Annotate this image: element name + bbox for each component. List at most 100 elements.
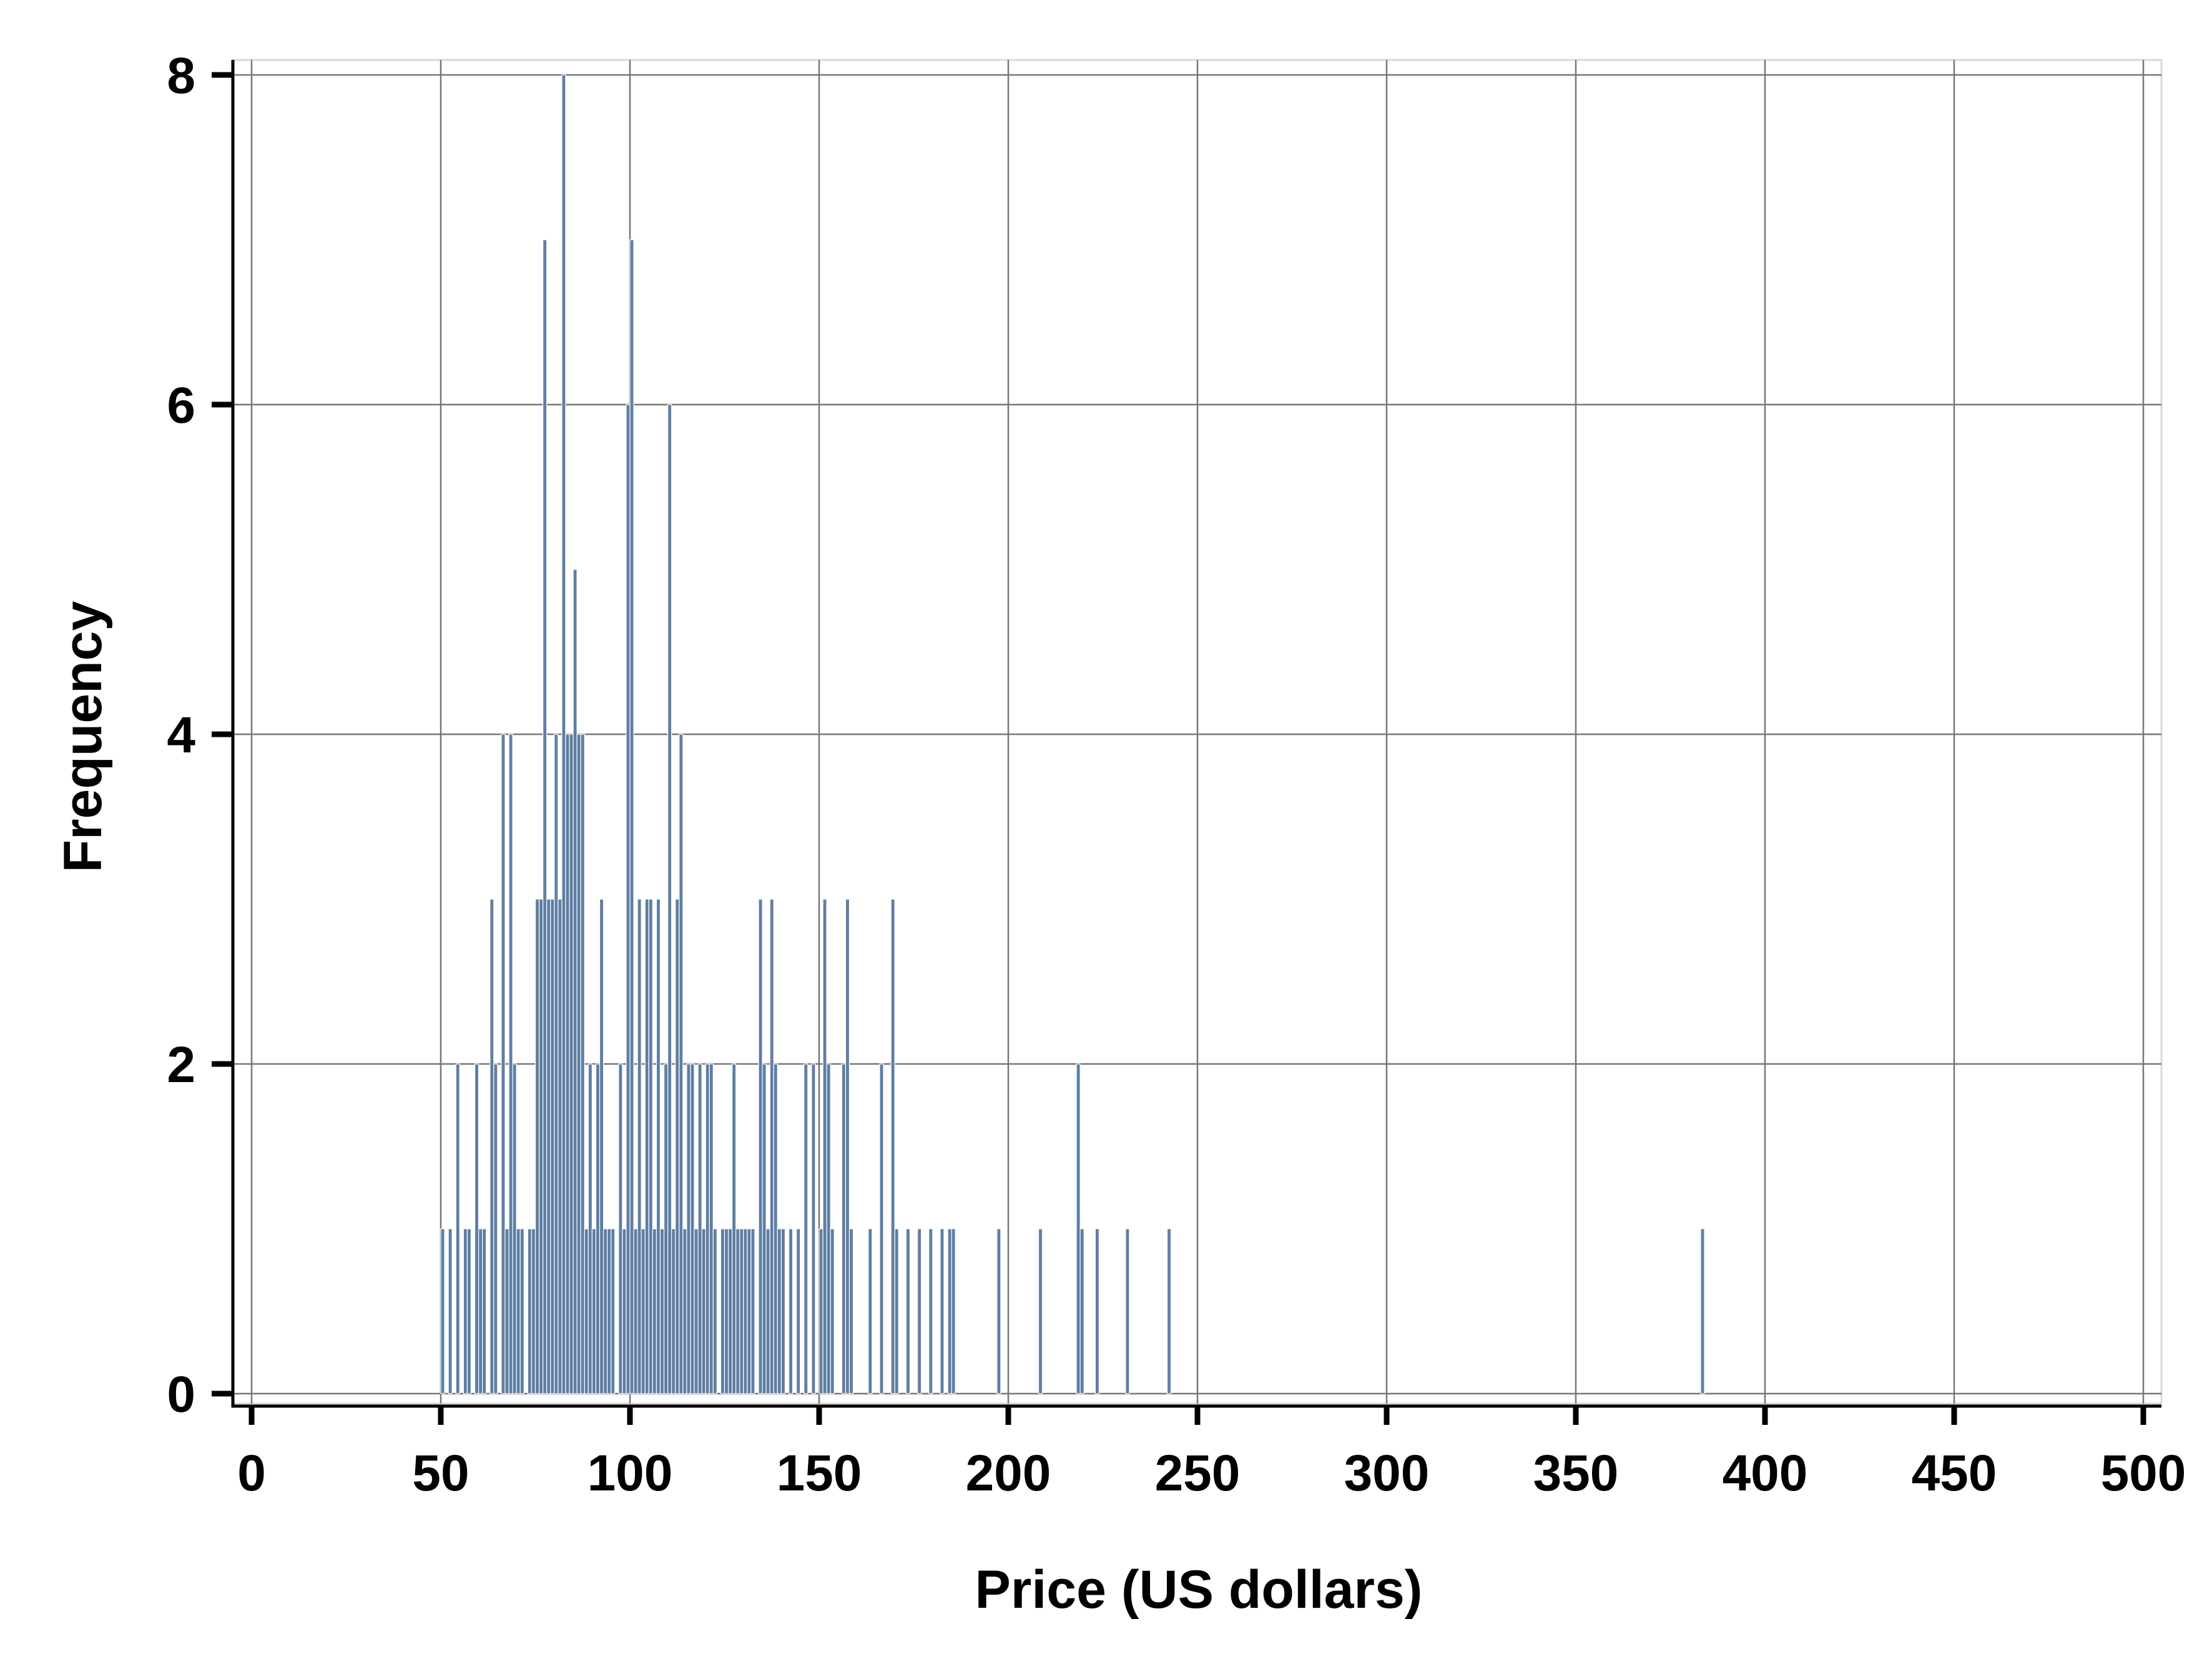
bar-163 — [868, 1228, 873, 1394]
y-axis-title: Frequency — [53, 601, 113, 872]
bar-152 — [826, 1063, 831, 1394]
bar-73 — [527, 1228, 533, 1394]
bar-137 — [769, 898, 774, 1394]
bar-89 — [587, 1063, 593, 1394]
bar-179 — [928, 1228, 933, 1394]
bar-119 — [701, 1228, 706, 1394]
bar-82 — [561, 74, 566, 1394]
bar-52 — [448, 1228, 453, 1394]
bar-156 — [841, 1063, 847, 1394]
y-tick-label-3: 6 — [167, 377, 195, 434]
bar-131 — [747, 1228, 752, 1394]
bar-92 — [599, 898, 604, 1394]
bar-142 — [788, 1228, 794, 1394]
bar-81 — [558, 898, 563, 1394]
bar-69 — [512, 1063, 517, 1394]
bar-99 — [626, 404, 631, 1394]
bar-383 — [1700, 1228, 1705, 1394]
bar-158 — [848, 1228, 854, 1394]
bar-66 — [501, 734, 506, 1394]
bar-98 — [622, 1228, 627, 1394]
bar-120 — [705, 1063, 710, 1394]
bar-148 — [811, 1063, 816, 1394]
bar-54 — [455, 1063, 460, 1394]
y-tick-label-1: 2 — [167, 1036, 195, 1093]
x-tick-label-3: 150 — [777, 1445, 862, 1502]
bar-93 — [602, 1228, 608, 1394]
bar-101 — [633, 1228, 638, 1394]
bar-97 — [618, 1063, 623, 1394]
x-tick-label-0: 0 — [237, 1445, 266, 1502]
bar-113 — [679, 734, 684, 1394]
bar-108 — [659, 1228, 665, 1394]
bar-110 — [667, 404, 672, 1394]
bar-112 — [675, 898, 680, 1394]
bar-90 — [591, 1228, 597, 1394]
bar-85 — [573, 569, 578, 1394]
bar-223 — [1094, 1228, 1100, 1394]
bar-70 — [516, 1228, 521, 1394]
bar-56 — [463, 1228, 468, 1394]
bar-64 — [493, 1063, 498, 1394]
bar-102 — [637, 898, 642, 1394]
bar-144 — [796, 1228, 801, 1394]
bar-122 — [712, 1228, 717, 1394]
x-tick-label-6: 300 — [1344, 1445, 1430, 1502]
bar-57 — [466, 1228, 472, 1394]
bar-60 — [478, 1228, 483, 1394]
bar-75 — [534, 898, 540, 1394]
bar-231 — [1125, 1228, 1130, 1394]
bar-94 — [607, 1228, 612, 1394]
x-axis-ticks: 0 50 100 150 200 250 300 350 400 450 500 — [237, 1406, 2186, 1502]
y-tick-label-2: 4 — [167, 707, 195, 764]
bar-197 — [996, 1228, 1001, 1394]
bar-140 — [780, 1228, 786, 1394]
bar-109 — [663, 1063, 669, 1394]
bar-95 — [611, 1228, 616, 1394]
bar-146 — [804, 1063, 809, 1394]
bar-138 — [773, 1063, 778, 1394]
x-tick-label-8: 400 — [1723, 1445, 1808, 1502]
bar-84 — [569, 734, 574, 1394]
histogram-bars — [440, 74, 1705, 1394]
bar-219 — [1079, 1228, 1084, 1394]
bar-87 — [580, 734, 585, 1394]
bar-166 — [879, 1063, 884, 1394]
x-tick-label-10: 500 — [2101, 1445, 2186, 1502]
bar-111 — [671, 1228, 676, 1394]
bar-78 — [546, 898, 551, 1394]
bar-127 — [732, 1063, 737, 1394]
bar-218 — [1076, 1063, 1081, 1394]
bar-134 — [758, 898, 763, 1394]
bar-59 — [474, 1063, 479, 1394]
bar-61 — [482, 1228, 487, 1394]
bar-114 — [682, 1228, 687, 1394]
bar-139 — [777, 1228, 782, 1394]
bar-129 — [739, 1228, 744, 1394]
bar-77 — [543, 239, 548, 1394]
x-tick-label-1: 50 — [412, 1445, 469, 1502]
x-tick-label-2: 100 — [587, 1445, 673, 1502]
x-tick-label-4: 200 — [966, 1445, 1051, 1502]
bar-50 — [440, 1228, 445, 1394]
y-tick-label-0: 0 — [167, 1366, 195, 1423]
bar-76 — [538, 898, 544, 1394]
bar-184 — [947, 1228, 952, 1394]
bar-242 — [1166, 1228, 1172, 1394]
bar-104 — [644, 898, 649, 1394]
bar-173 — [905, 1228, 911, 1394]
bar-80 — [554, 734, 559, 1394]
y-tick-label-4: 8 — [167, 47, 195, 104]
bar-105 — [648, 898, 653, 1394]
bar-132 — [750, 1228, 755, 1394]
x-tick-label-9: 450 — [1912, 1445, 1997, 1502]
bar-68 — [508, 734, 513, 1394]
bar-103 — [641, 1228, 646, 1394]
x-tick-label-7: 350 — [1533, 1445, 1619, 1502]
bar-124 — [720, 1228, 725, 1394]
bar-88 — [584, 1228, 589, 1394]
bar-136 — [765, 1228, 770, 1394]
bar-176 — [917, 1228, 922, 1394]
bar-83 — [565, 734, 570, 1394]
